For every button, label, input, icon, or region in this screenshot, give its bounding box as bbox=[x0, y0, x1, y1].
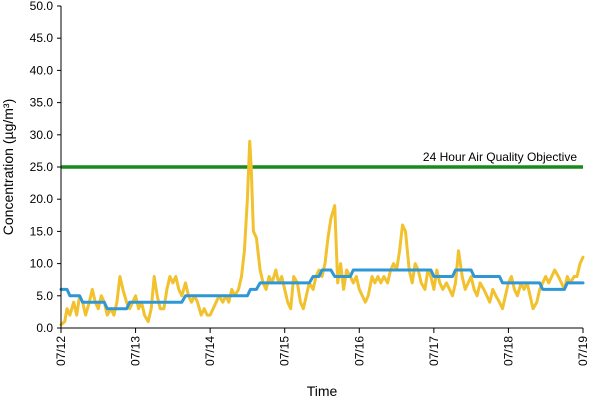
x-tick-label: 07/18 bbox=[501, 336, 515, 366]
x-tick-label: 07/15 bbox=[278, 336, 292, 366]
y-axis-ticks: 0.0 5.0 10.0 15.0 20.0 25.0 30.0 35.0 40.0 45.0 50… bbox=[30, 0, 61, 335]
y-tick-label: 40.0 bbox=[30, 63, 54, 77]
y-tick-label: 0.0 bbox=[36, 321, 53, 335]
y-tick-label: 50.0 bbox=[30, 0, 54, 13]
x-tick-label: 07/14 bbox=[203, 336, 217, 366]
series-group bbox=[59, 139, 585, 327]
y-tick-label: 10.0 bbox=[30, 257, 54, 271]
y-tick-label: 20.0 bbox=[30, 192, 54, 206]
objective-label: 24 Hour Air Quality Objective bbox=[423, 150, 577, 164]
x-tick-label: 07/12 bbox=[54, 336, 68, 366]
x-tick-label: 07/19 bbox=[576, 336, 590, 366]
y-axis-title: Concentration (µg/m³) bbox=[0, 99, 16, 235]
x-tick-label: 07/16 bbox=[352, 336, 366, 366]
y-tick-label: 45.0 bbox=[30, 31, 54, 45]
y-tick-label: 30.0 bbox=[30, 128, 54, 142]
x-axis-title: Time bbox=[307, 383, 338, 399]
series-line-2 bbox=[59, 268, 585, 311]
x-tick-label: 07/17 bbox=[427, 336, 441, 366]
y-tick-label: 15.0 bbox=[30, 224, 54, 238]
y-tick-label: 35.0 bbox=[30, 96, 54, 110]
y-tick-label: 5.0 bbox=[36, 289, 53, 303]
x-tick-label: 07/13 bbox=[129, 336, 143, 366]
y-tick-label: 25.0 bbox=[30, 160, 54, 174]
x-axis-ticks: 07/12 07/13 07/14 07/15 07/16 07/17 07/18 07/19 bbox=[54, 328, 590, 366]
